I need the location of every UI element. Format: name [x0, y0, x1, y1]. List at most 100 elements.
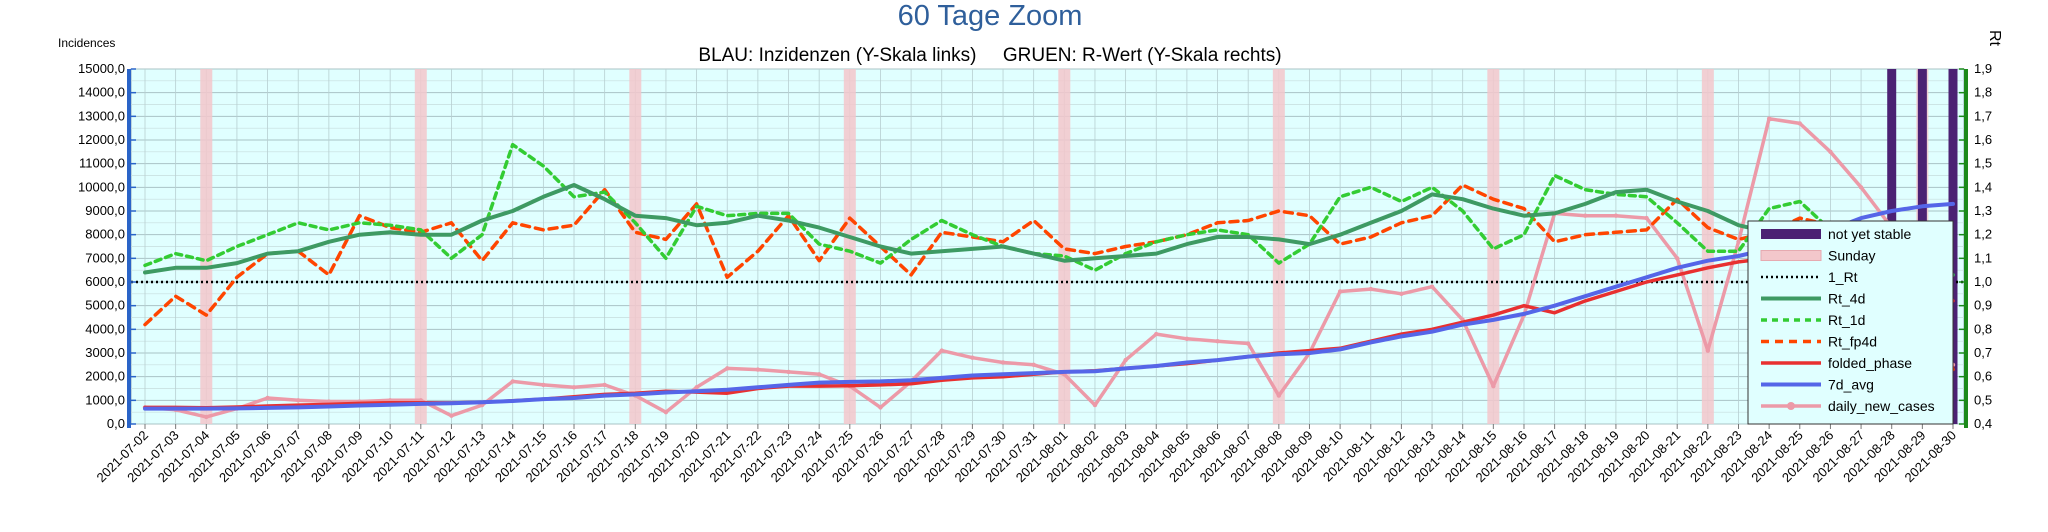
daily-new-cases-point [1828, 149, 1833, 155]
y-right-tick-label: 0,7 [1974, 345, 1992, 360]
daily-new-cases-point [571, 385, 577, 390]
sunday-band [843, 69, 856, 424]
y-right-tick-label: 0,4 [1974, 416, 1992, 431]
legend-swatch-sunday [1760, 250, 1822, 261]
grid-layer [131, 68, 1964, 425]
y-left-tick-label: 11000,0 [79, 156, 125, 171]
y-right-axis-bar [1964, 69, 1968, 428]
legend-label: Rt_fp4d [1828, 334, 1877, 350]
y-left-tick-label: 9000,0 [85, 203, 125, 218]
y-left-tick-label: 13000,0 [78, 108, 125, 123]
y-right-tick-label: 1,3 [1974, 203, 1992, 218]
daily-new-cases-point [1092, 402, 1098, 408]
daily-new-cases-point [1675, 256, 1680, 261]
daily-new-cases-point [725, 366, 730, 371]
y-left-tick-label: 15000,0 [78, 61, 125, 76]
daily-new-cases-point [694, 385, 699, 390]
sunday-band [1272, 69, 1285, 424]
daily-new-cases-point [970, 355, 975, 360]
y-right-tick-label: 1,6 [1974, 132, 1992, 147]
y-right-tick-label: 1,2 [1974, 227, 1992, 242]
daily-new-cases-point [1368, 286, 1373, 292]
daily-new-cases-point [1184, 336, 1190, 341]
daily-new-cases-point [1491, 383, 1496, 389]
legend: not yet stable Sunday 1_Rt Rt_4d Rt_1d Rt_fp4… [1747, 220, 1954, 425]
y-left-tick-label: 0,0 [107, 416, 125, 431]
legend-swatch-marker-daily [1787, 402, 1795, 410]
daily-new-cases-point [1215, 338, 1220, 344]
y-left-tick-label: 12000,0 [78, 132, 125, 147]
daily-new-cases-point [786, 369, 791, 375]
y-left-tick-label: 2000,0 [85, 369, 125, 384]
legend-label: Rt_4d [1828, 291, 1865, 307]
daily-new-cases-point [265, 395, 270, 401]
sunday-band [1058, 69, 1071, 424]
y-left-tick-label: 7000,0 [85, 250, 125, 265]
daily-new-cases-point [1245, 341, 1251, 346]
daily-new-cases-point [1337, 289, 1343, 294]
daily-new-cases-point [449, 413, 454, 418]
daily-new-cases-point [1154, 331, 1159, 337]
daily-new-cases-point [1123, 357, 1128, 363]
y-left-tick-label: 10000,0 [78, 179, 125, 194]
y-axis-right-label: Rt [1986, 30, 2003, 47]
chart-title: 60 Tage Zoom [898, 0, 1083, 32]
daily-new-cases-point [1583, 213, 1588, 218]
y-left-tick-label: 3000,0 [85, 345, 125, 360]
daily-new-cases-point [1399, 291, 1404, 297]
daily-new-cases-point [541, 382, 546, 388]
y-left-tick-label: 4000,0 [85, 321, 125, 336]
y-right-tick-label: 0,8 [1974, 321, 1992, 336]
daily-new-cases-point [1276, 393, 1282, 398]
daily-new-cases-point [1000, 360, 1006, 365]
chart-subtitle: BLAU: Inzidenzen (Y-Skala links) GRUEN: … [698, 45, 1281, 66]
y-left-tick-label: 6000,0 [85, 274, 125, 289]
y-right-tick-label: 0,9 [1974, 298, 1992, 313]
y-right-tick-label: 1,5 [1974, 156, 1992, 171]
legend-label: Sunday [1828, 248, 1875, 264]
daily-new-cases-point [1031, 362, 1036, 368]
daily-new-cases-point [1644, 215, 1649, 221]
sunday-band [629, 69, 642, 424]
y-right-tick-label: 1,1 [1974, 250, 1992, 265]
y-right-tick-label: 0,5 [1974, 392, 1992, 407]
daily-new-cases-point [1613, 213, 1619, 218]
sunday-band [200, 69, 213, 424]
series-line-rt_fp4d [143, 183, 1955, 372]
daily-new-cases-point [878, 405, 883, 410]
y-left-tick-label: 1000,0 [85, 392, 125, 407]
daily-new-cases-point [1858, 185, 1864, 190]
daily-new-cases-point [663, 409, 669, 415]
y-right-tick-label: 1,0 [1974, 274, 1992, 289]
y-left-tick-label: 8000,0 [85, 227, 125, 242]
daily-new-cases-point [1797, 121, 1802, 126]
series-line-rt_1d [143, 142, 1955, 301]
y-right-tick-label: 1,9 [1974, 61, 1992, 76]
y-right-tick-label: 1,4 [1974, 179, 1992, 194]
y-left-tick-label: 14000,0 [78, 85, 125, 100]
daily-new-cases-point [510, 379, 515, 384]
y-right-tick-label: 0,6 [1974, 369, 1992, 384]
daily-new-cases-point [204, 414, 209, 420]
series-line-rt_4d [143, 183, 1955, 277]
legend-swatch-not-yet-stable [1761, 229, 1821, 239]
sunday-band [414, 69, 427, 424]
y-left-tick-label: 5000,0 [85, 298, 125, 313]
daily-new-cases-point [939, 348, 944, 353]
daily-new-cases-point [1429, 284, 1435, 289]
y-left-axis-bar [127, 69, 131, 428]
daily-new-cases-point [755, 367, 761, 372]
legend-label: 7d_avg [1828, 377, 1874, 393]
daily-new-cases-point [1766, 116, 1772, 121]
y-axis-left-label: Incidences [58, 36, 115, 50]
daily-new-cases-point [1736, 239, 1741, 244]
legend-label: folded_phase [1828, 355, 1912, 371]
legend-label: not yet stable [1828, 226, 1911, 242]
y-right-tick-label: 1,8 [1974, 85, 1992, 100]
y-right-tick-label: 1,7 [1974, 108, 1992, 123]
daily-new-cases-point [1705, 348, 1711, 353]
daily-new-cases-point [816, 372, 822, 377]
legend-label: Rt_1d [1828, 312, 1865, 328]
